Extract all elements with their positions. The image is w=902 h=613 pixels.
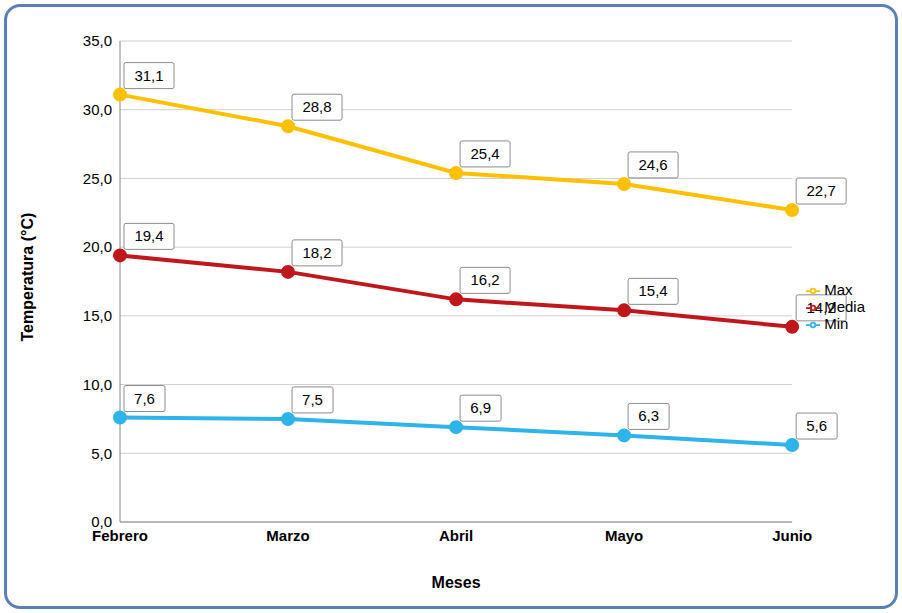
svg-text:31,1: 31,1 <box>134 67 163 84</box>
svg-text:7,6: 7,6 <box>134 390 155 407</box>
svg-text:6,3: 6,3 <box>638 407 659 424</box>
svg-text:28,8: 28,8 <box>302 98 331 115</box>
svg-text:22,7: 22,7 <box>807 182 836 199</box>
svg-text:6,9: 6,9 <box>470 399 491 416</box>
svg-text:Junio: Junio <box>772 527 812 544</box>
svg-text:5,0: 5,0 <box>91 445 112 462</box>
svg-text:Abril: Abril <box>439 527 473 544</box>
svg-text:25,4: 25,4 <box>470 145 499 162</box>
svg-text:Marzo: Marzo <box>266 527 309 544</box>
svg-text:16,2: 16,2 <box>470 271 499 288</box>
svg-text:18,2: 18,2 <box>302 244 331 261</box>
svg-text:10,0: 10,0 <box>83 376 112 393</box>
svg-text:15,0: 15,0 <box>83 307 112 324</box>
svg-text:7,5: 7,5 <box>302 391 323 408</box>
svg-text:24,6: 24,6 <box>639 156 668 173</box>
svg-text:19,4: 19,4 <box>134 227 163 244</box>
svg-text:14,2: 14,2 <box>807 299 836 316</box>
svg-text:30,0: 30,0 <box>83 101 112 118</box>
svg-text:25,0: 25,0 <box>83 170 112 187</box>
svg-text:Mayo: Mayo <box>605 527 643 544</box>
svg-text:0,0: 0,0 <box>91 513 112 530</box>
svg-text:Meses: Meses <box>432 574 481 591</box>
svg-text:35,0: 35,0 <box>83 32 112 49</box>
svg-text:15,4: 15,4 <box>639 282 668 299</box>
svg-text:Temperatura (°C): Temperatura (°C) <box>19 213 36 342</box>
svg-text:20,0: 20,0 <box>83 238 112 255</box>
svg-text:5,6: 5,6 <box>806 417 827 434</box>
